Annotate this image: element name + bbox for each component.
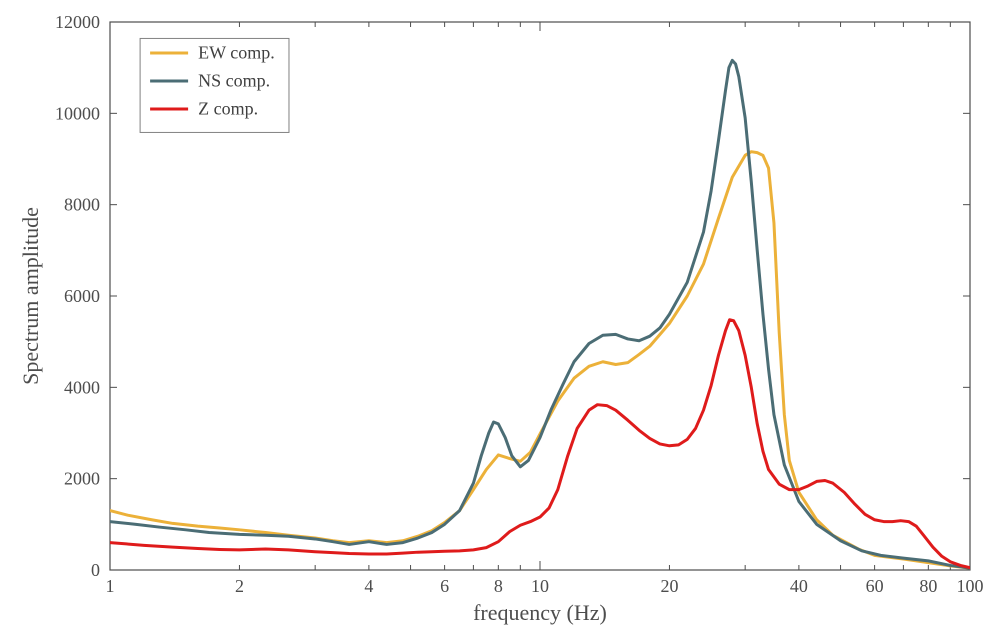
svg-text:8000: 8000 — [64, 195, 100, 215]
svg-text:2000: 2000 — [64, 469, 100, 489]
svg-text:6000: 6000 — [64, 286, 100, 306]
svg-text:frequency (Hz): frequency (Hz) — [473, 600, 607, 625]
svg-text:NS comp.: NS comp. — [198, 70, 270, 90]
svg-text:10000: 10000 — [55, 103, 100, 123]
svg-text:4: 4 — [364, 576, 373, 596]
svg-text:6: 6 — [440, 576, 449, 596]
svg-text:1: 1 — [106, 576, 115, 596]
svg-text:8: 8 — [494, 576, 503, 596]
svg-text:60: 60 — [866, 576, 884, 596]
svg-text:Z comp.: Z comp. — [198, 98, 258, 118]
svg-text:0: 0 — [91, 560, 100, 580]
svg-text:EW comp.: EW comp. — [198, 42, 275, 62]
svg-text:80: 80 — [919, 576, 937, 596]
svg-text:2: 2 — [235, 576, 244, 596]
svg-text:4000: 4000 — [64, 377, 100, 397]
svg-text:40: 40 — [790, 576, 808, 596]
svg-text:12000: 12000 — [55, 12, 100, 32]
svg-text:100: 100 — [957, 576, 984, 596]
svg-text:20: 20 — [660, 576, 678, 596]
svg-text:10: 10 — [531, 576, 549, 596]
spectrum-chart: 0 2000 4000 6000 8000 10000 12000 1 2 4 6 8 10 20 40 60… — [0, 0, 991, 644]
svg-text:Spectrum amplitude: Spectrum amplitude — [18, 207, 43, 385]
chart-svg: 0 2000 4000 6000 8000 10000 12000 1 2 4 6 8 10 20 40 60… — [0, 0, 991, 644]
